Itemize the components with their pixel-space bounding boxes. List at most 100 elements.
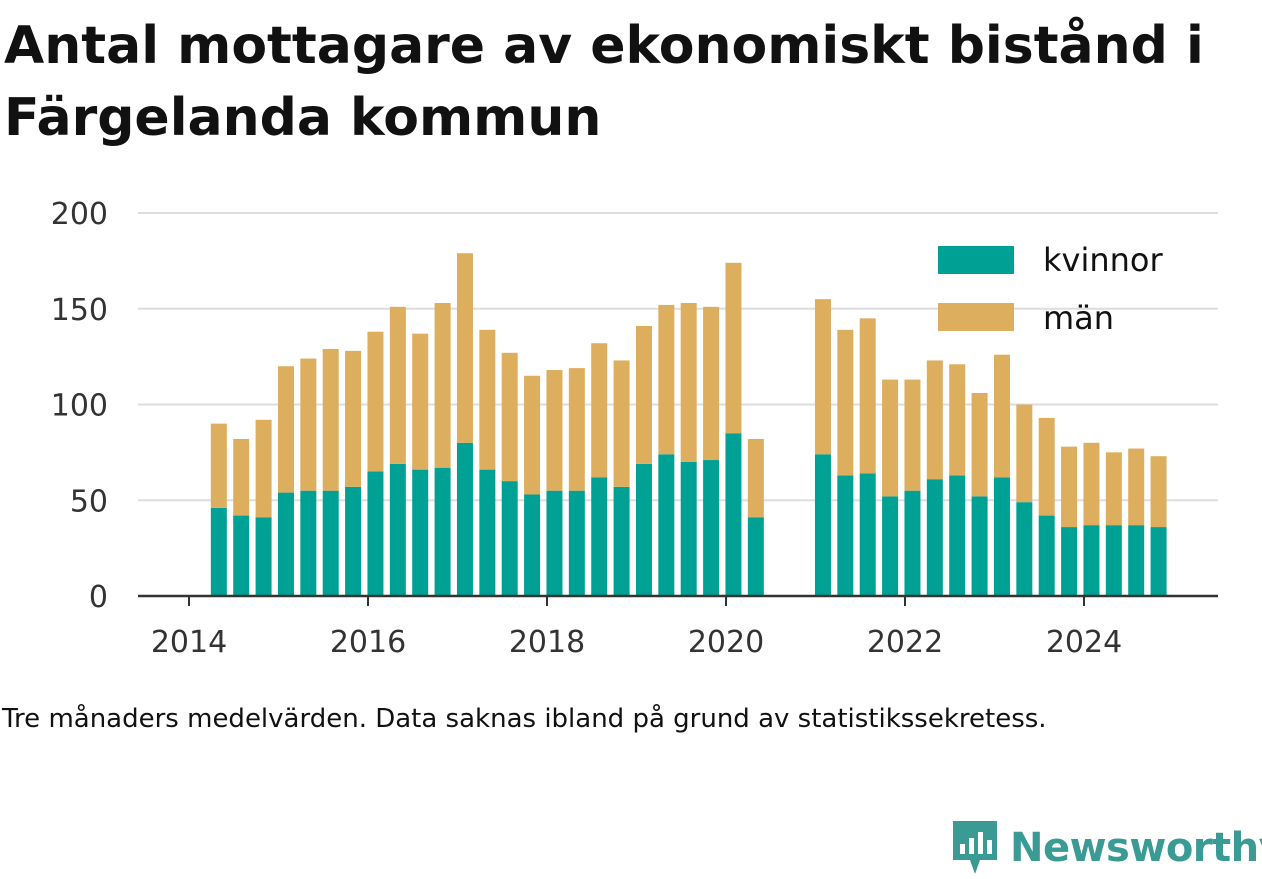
- bar-kvinnor: [300, 490, 317, 596]
- bar-man: [524, 375, 541, 495]
- x-axis-ticks: 2014 2016 2018 2020 2022 2024: [151, 596, 1122, 660]
- bar-man: [345, 350, 362, 487]
- bar-kvinnor: [1016, 502, 1033, 596]
- bar-kvinnor: [814, 454, 831, 596]
- y-tick-label: 200: [51, 197, 108, 232]
- bar-man: [1105, 452, 1122, 526]
- bar-man: [837, 329, 854, 476]
- bar-man: [591, 343, 608, 478]
- bar-man: [613, 360, 630, 487]
- bar-kvinnor: [904, 490, 921, 596]
- bar-man: [725, 262, 742, 434]
- bar-man: [255, 419, 272, 518]
- bar-man: [568, 368, 585, 491]
- bar-man: [635, 325, 652, 464]
- bar-kvinnor: [926, 479, 943, 596]
- bar-man: [680, 303, 697, 462]
- bar-kvinnor: [658, 454, 675, 596]
- bar-kvinnor: [501, 481, 518, 596]
- bar-kvinnor: [971, 496, 988, 596]
- bar-kvinnor: [479, 469, 496, 596]
- brand-name: Newsworthy: [1010, 825, 1262, 871]
- stacked-bar-chart: 0 50 100 150 200 2014 2016 2018 2020 2022 2024 kv…: [51, 197, 1218, 660]
- y-tick-label: 100: [51, 389, 108, 424]
- bar-man: [814, 299, 831, 455]
- bar-man: [456, 253, 473, 443]
- bar-kvinnor: [345, 486, 362, 596]
- bar-man: [1083, 442, 1100, 526]
- bar-man: [926, 360, 943, 480]
- bar-man: [546, 370, 563, 491]
- y-tick-label: 50: [70, 484, 108, 519]
- bar-man: [658, 304, 675, 455]
- bar-kvinnor: [367, 471, 384, 596]
- legend-label-man: män: [1043, 299, 1114, 337]
- bar-kvinnor: [1083, 525, 1100, 596]
- bar-man: [747, 438, 764, 518]
- bar-kvinnor: [837, 475, 854, 596]
- legend-swatch-man: [938, 303, 1014, 331]
- bar-kvinnor: [434, 467, 451, 596]
- x-tick-label: 2020: [688, 625, 764, 660]
- bar-kvinnor: [568, 490, 585, 596]
- bar-man: [703, 306, 720, 461]
- bar-kvinnor: [456, 442, 473, 596]
- bar-man: [434, 303, 451, 468]
- bar-kvinnor: [389, 463, 406, 596]
- brand-logo[interactable]: Newsworthy: [950, 818, 1262, 878]
- x-tick-label: 2022: [867, 625, 943, 660]
- chart-title: Antal mottagare av ekonomiskt bistånd i …: [4, 16, 1204, 148]
- bar-kvinnor: [412, 469, 429, 596]
- bars: [210, 253, 1167, 596]
- bar-kvinnor: [747, 517, 764, 596]
- bar-kvinnor: [703, 460, 720, 596]
- bar-man: [367, 331, 384, 472]
- bar-man: [904, 379, 921, 491]
- bar-kvinnor: [1061, 527, 1078, 596]
- bar-kvinnor: [949, 475, 966, 596]
- bar-kvinnor: [255, 517, 272, 596]
- bar-kvinnor: [322, 490, 339, 596]
- bar-kvinnor: [233, 515, 250, 596]
- newsworthy-logo-icon: [953, 821, 997, 874]
- bar-man: [233, 438, 250, 516]
- bar-man: [993, 354, 1010, 478]
- bar-kvinnor: [680, 461, 697, 596]
- bar-man: [1061, 446, 1078, 528]
- bar-man: [859, 318, 876, 474]
- bar-kvinnor: [210, 507, 227, 596]
- bar-kvinnor: [725, 433, 742, 596]
- bar-kvinnor: [524, 494, 541, 596]
- footnote: Tre månaders medelvärden. Data saknas ib…: [2, 704, 1047, 734]
- y-tick-label: 150: [51, 293, 108, 328]
- x-tick-label: 2014: [151, 625, 227, 660]
- bar-man: [389, 306, 406, 464]
- bar-man: [971, 393, 988, 497]
- bar-man: [300, 358, 317, 491]
- bar-man: [882, 379, 899, 497]
- bar-kvinnor: [1038, 515, 1055, 596]
- bar-kvinnor: [613, 486, 630, 596]
- bar-kvinnor: [1150, 527, 1167, 596]
- bar-man: [1038, 417, 1055, 516]
- bar-kvinnor: [882, 496, 899, 596]
- y-tick-label: 0: [89, 580, 108, 615]
- x-tick-label: 2018: [509, 625, 585, 660]
- y-axis-labels: 0 50 100 150 200: [51, 197, 108, 615]
- bar-kvinnor: [546, 490, 563, 596]
- bar-kvinnor: [277, 492, 294, 596]
- grid-lines: [138, 212, 1218, 502]
- bar-man: [949, 364, 966, 476]
- bar-kvinnor: [1128, 525, 1145, 596]
- x-tick-label: 2024: [1046, 625, 1122, 660]
- bar-man: [1016, 404, 1033, 503]
- bar-kvinnor: [591, 477, 608, 596]
- bar-man: [412, 333, 429, 470]
- bar-kvinnor: [635, 463, 652, 596]
- bar-man: [210, 423, 227, 508]
- bar-man: [479, 329, 496, 470]
- x-tick-label: 2016: [330, 625, 406, 660]
- legend: kvinnor män: [938, 241, 1164, 337]
- bar-man: [322, 348, 339, 491]
- bar-man: [277, 366, 294, 493]
